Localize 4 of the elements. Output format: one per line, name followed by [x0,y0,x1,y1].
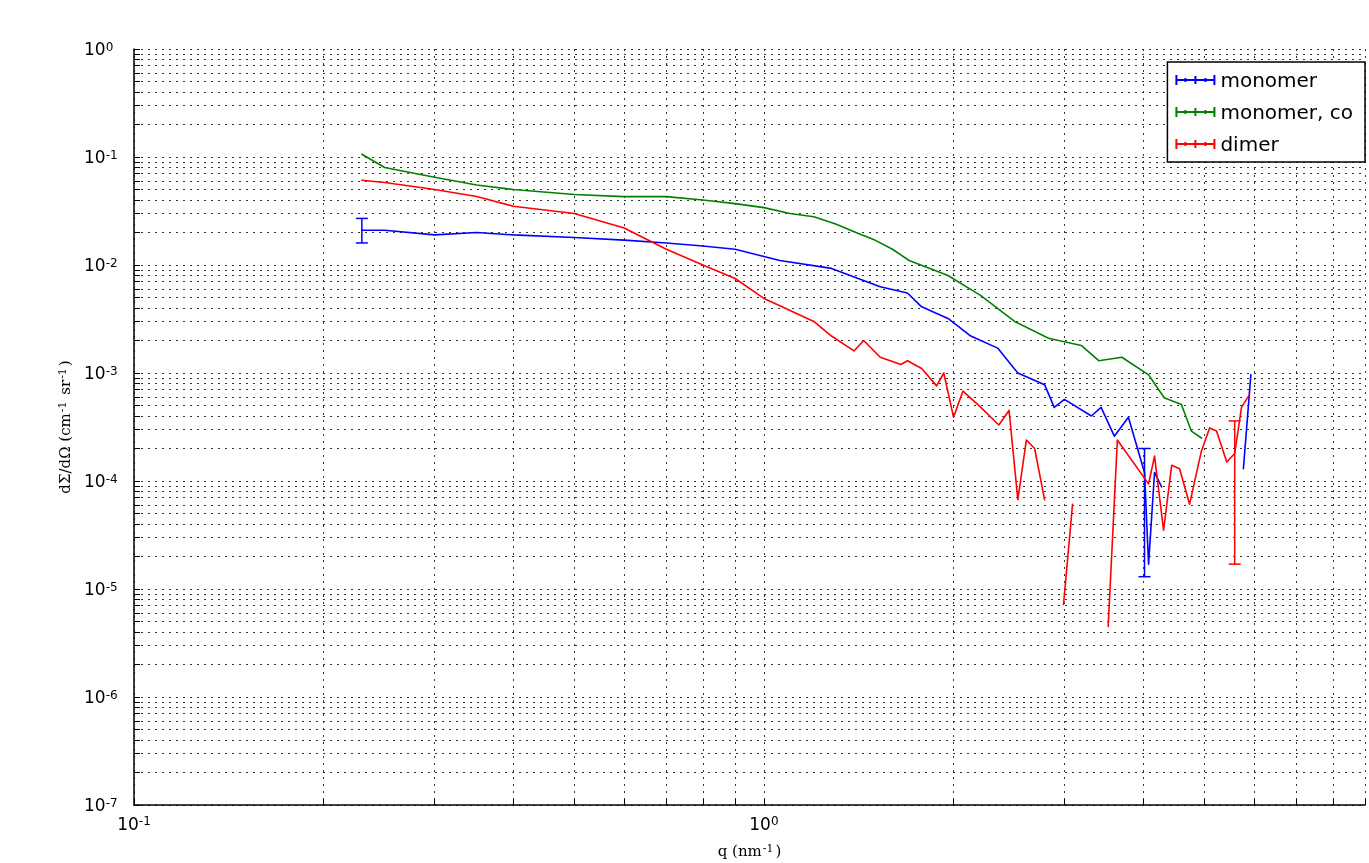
y-axis-title: dΣ/dΩ (cm-1 sr-1) [55,360,74,494]
legend-label: monomer [1220,68,1318,92]
legend-label: monomer, co [1220,100,1354,124]
legend-label: dimer [1220,132,1280,156]
